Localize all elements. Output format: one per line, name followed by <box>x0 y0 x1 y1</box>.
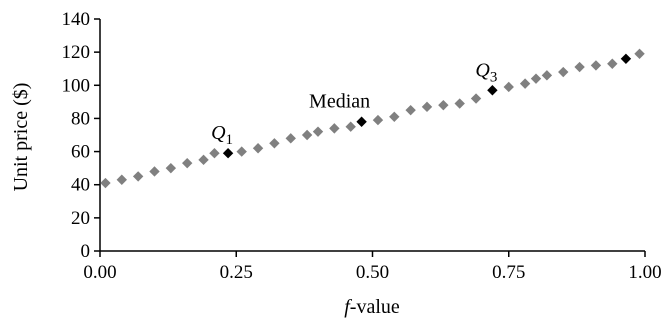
x-tick-label: 0.00 <box>83 262 116 283</box>
data-point <box>530 73 542 84</box>
data-point <box>132 171 144 182</box>
data-point <box>252 143 264 154</box>
y-tick-label: 140 <box>62 9 91 30</box>
data-point <box>100 177 111 189</box>
data-point <box>372 114 384 126</box>
y-axis-label: Unit price ($) <box>10 83 32 192</box>
annotation-label: Q1 <box>211 122 233 148</box>
y-tick-label: 20 <box>71 208 90 229</box>
x-tick-label: 1.00 <box>628 262 661 283</box>
data-point <box>438 99 449 111</box>
x-tick-label: 0.50 <box>356 262 389 283</box>
data-point <box>165 162 177 174</box>
data-point <box>503 81 514 93</box>
data-point <box>116 174 127 185</box>
y-tick-label: 80 <box>71 108 90 129</box>
data-point <box>558 66 569 78</box>
data-point <box>236 146 247 157</box>
data-point <box>149 166 160 177</box>
data-point <box>269 138 280 149</box>
data-point <box>329 123 340 134</box>
annotation-main: Median <box>309 91 370 113</box>
data-point <box>607 58 618 69</box>
y-tick-label: 60 <box>71 142 90 163</box>
data-point <box>590 60 602 71</box>
y-tick-label: 0 <box>81 241 91 262</box>
annotation-subscript: 3 <box>490 69 498 85</box>
quartile-point <box>356 116 367 127</box>
data-point <box>405 104 416 116</box>
y-tick-label: 100 <box>62 75 91 96</box>
x-axis-label-italic: f <box>344 296 352 318</box>
data-point <box>574 61 585 73</box>
annotation-label: Q3 <box>475 59 497 85</box>
data-point <box>454 98 465 109</box>
data-point <box>541 70 553 81</box>
data-point <box>470 93 482 104</box>
data-point <box>312 126 324 137</box>
y-tick-label: 40 <box>71 175 90 196</box>
axes <box>99 19 645 252</box>
quartile-point <box>620 53 632 64</box>
data-point <box>209 148 220 159</box>
annotation-subscript: 1 <box>226 132 234 148</box>
x-tick-label: 0.75 <box>492 262 525 283</box>
data-point <box>182 157 193 169</box>
x-axis-label-rest: -value <box>350 296 400 318</box>
quartile-point <box>222 148 234 159</box>
data-point <box>285 133 296 144</box>
data-points <box>100 48 645 189</box>
x-axis-label: f-value <box>344 296 400 318</box>
data-point <box>198 154 209 166</box>
ticks: 0 20 40 60 80 100 120 140 0.00 0.25 0.50 0.75 1.00 <box>62 9 662 283</box>
quartile-point <box>487 85 498 96</box>
x-tick-label: 0.25 <box>220 262 253 283</box>
data-point <box>345 121 356 132</box>
data-point <box>389 111 400 122</box>
data-point <box>421 101 433 113</box>
annotation-label: Median <box>309 91 370 113</box>
data-point <box>519 78 531 89</box>
data-point <box>634 48 645 59</box>
y-axis-label-group: Unit price ($) <box>10 83 32 192</box>
y-tick-label: 120 <box>62 42 91 63</box>
annotation-main: Q <box>475 59 490 81</box>
data-point <box>301 129 313 141</box>
annotation-main: Q <box>211 122 226 144</box>
